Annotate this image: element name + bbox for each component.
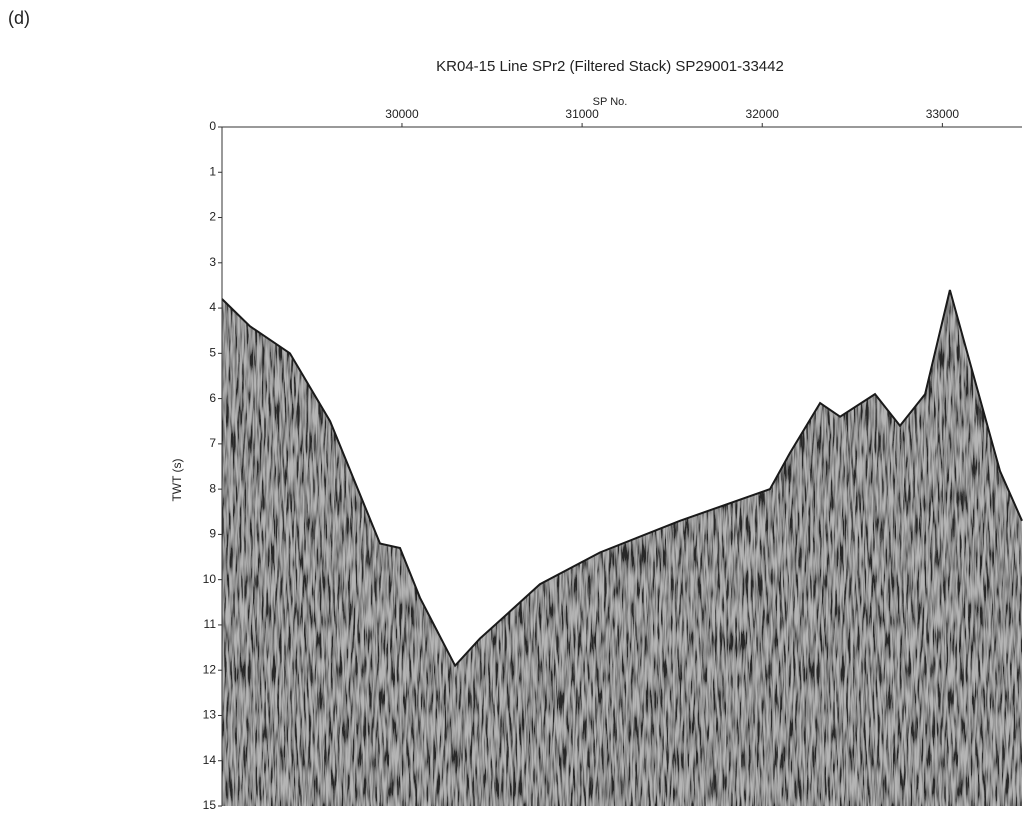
y-tick-label: 11 bbox=[204, 617, 217, 631]
seismic-texture bbox=[222, 127, 1022, 806]
y-tick-label: 1 bbox=[209, 164, 216, 178]
y-tick-label: 4 bbox=[209, 300, 216, 314]
y-tick-label: 5 bbox=[209, 346, 216, 360]
y-tick-label: 7 bbox=[209, 436, 216, 450]
y-tick-label: 14 bbox=[203, 753, 217, 767]
x-tick-label: 32000 bbox=[746, 107, 780, 121]
y-tick-label: 0 bbox=[209, 119, 216, 133]
y-axis-label: TWT (s) bbox=[170, 458, 184, 501]
x-tick-label: 33000 bbox=[926, 107, 960, 121]
y-tick-label: 15 bbox=[203, 798, 217, 812]
y-tick-label: 6 bbox=[209, 391, 216, 405]
y-tick-label: 3 bbox=[209, 255, 216, 269]
chart-title: KR04-15 Line SPr2 (Filtered Stack) SP290… bbox=[436, 58, 784, 75]
y-tick-label: 12 bbox=[203, 662, 217, 676]
y-tick-label: 8 bbox=[209, 481, 216, 495]
figure: (d) KR04-15 Line SPr2 (Filtered Stack) S… bbox=[0, 0, 1028, 816]
y-tick-label: 10 bbox=[203, 572, 217, 586]
x-axis-label: SP No. bbox=[593, 96, 628, 108]
x-tick-label: 30000 bbox=[385, 107, 419, 121]
panel-label: (d) bbox=[8, 8, 30, 28]
y-tick-label: 9 bbox=[209, 527, 216, 541]
x-tick-label: 31000 bbox=[565, 107, 599, 121]
y-tick-label: 13 bbox=[203, 708, 217, 722]
y-tick-label: 2 bbox=[209, 210, 216, 224]
